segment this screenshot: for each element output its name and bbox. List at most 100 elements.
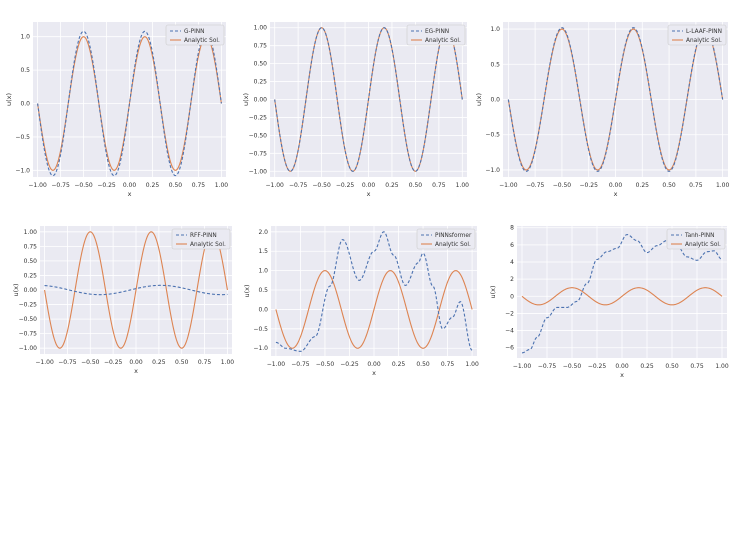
y-tick-label: 0.5	[258, 287, 268, 294]
y-tick-label: −0.25	[249, 114, 268, 121]
legend-entry-label: Tanh-PINN	[684, 233, 714, 239]
legend: L-LAAF-PINN Analytic Sol.	[667, 24, 727, 46]
y-tick-label: −2	[505, 310, 514, 317]
x-tick-label: −0.25	[340, 361, 359, 368]
y-tick-label: −4	[505, 328, 514, 335]
y-tick-label: −0.50	[19, 316, 38, 323]
x-tick-label: −0.25	[336, 182, 355, 189]
subplot-6: −1.00 −0.75 −0.50 −0.25 0.00 0.25 0.50 0.75 1.00…	[489, 225, 729, 379]
x-tick-label: 0.00	[615, 363, 629, 370]
x-axis-label: x	[367, 190, 371, 198]
y-tick-label: 0.00	[24, 287, 38, 294]
legend-entry-label: RFF-PINN	[190, 233, 217, 239]
series-line-model	[521, 234, 723, 354]
x-tick-label: −0.75	[526, 182, 545, 189]
y-tick-label: 1.0	[258, 268, 268, 275]
y-tick-label: 1.0	[20, 34, 30, 41]
y-tick-label: −1.00	[249, 168, 268, 175]
legend-entry-label: Analytic Sol.	[435, 242, 471, 248]
legend-entry-label: Analytic Sol.	[425, 38, 461, 44]
legend: G-PINN Analytic Sol.	[165, 24, 225, 46]
x-tick-label: 1.00	[456, 182, 470, 189]
x-tick-label: −0.25	[588, 363, 607, 370]
y-tick-label: 1.5	[258, 248, 268, 255]
y-tick-label: 0.50	[254, 61, 268, 68]
series-line-analytic	[275, 270, 473, 349]
x-tick-label: 0.25	[385, 182, 399, 189]
x-tick-label: 0.75	[441, 361, 455, 368]
subplot-5: −1.00 −0.75 −0.50 −0.25 0.00 0.25 0.50 0.75 1.00…	[243, 226, 479, 377]
y-axis-label: u(x)	[489, 285, 497, 298]
x-tick-label: 1.00	[715, 363, 729, 370]
y-axis-label: u(x)	[242, 93, 250, 106]
x-tick-label: 1.00	[716, 182, 730, 189]
y-tick-label: 6	[510, 242, 514, 249]
y-tick-label: −6	[505, 345, 514, 352]
x-tick-label: 0.00	[362, 182, 376, 189]
subplot-4: −1.00 −0.75 −0.50 −0.25 0.00 0.25 0.50 0.75 1.00…	[12, 226, 234, 375]
x-tick-label: 0.25	[640, 363, 654, 370]
legend-entry-label: Analytic Sol.	[685, 242, 721, 248]
y-tick-label: 0.0	[20, 101, 30, 108]
series-line-model	[507, 27, 724, 172]
x-tick-label: −0.75	[58, 359, 77, 366]
y-tick-label: −0.75	[19, 331, 38, 338]
y-tick-label: 0.0	[258, 306, 268, 313]
x-tick-label: −1.00	[513, 363, 532, 370]
x-tick-label: −1.00	[265, 182, 284, 189]
x-tick-label: 0.50	[409, 182, 423, 189]
x-tick-label: −1.00	[35, 359, 54, 366]
x-axis-label: x	[620, 371, 624, 379]
x-tick-label: 0.00	[123, 182, 137, 189]
y-tick-label: −0.50	[249, 132, 268, 139]
y-tick-label: −0.5	[485, 132, 500, 139]
y-axis-label: u(x)	[12, 283, 20, 296]
x-tick-label: −1.00	[499, 182, 518, 189]
x-tick-label: −0.75	[538, 363, 557, 370]
x-tick-label: −0.50	[316, 361, 335, 368]
legend-entry-label: PINNsformer	[435, 233, 472, 239]
x-tick-label: 0.00	[609, 182, 623, 189]
x-tick-label: 0.75	[689, 182, 703, 189]
x-tick-label: −0.25	[580, 182, 599, 189]
series-line-analytic	[44, 231, 228, 349]
x-tick-label: 0.75	[192, 182, 206, 189]
x-tick-label: 0.50	[175, 359, 189, 366]
x-tick-label: −1.00	[267, 361, 286, 368]
x-tick-label: −0.25	[97, 182, 116, 189]
x-tick-label: 0.75	[690, 363, 704, 370]
y-tick-label: 1.00	[24, 229, 38, 236]
y-tick-label: 4	[510, 259, 514, 266]
y-tick-label: −0.75	[249, 150, 268, 157]
x-tick-label: −0.75	[291, 361, 310, 368]
x-tick-label: 0.25	[636, 182, 650, 189]
y-tick-label: 0.5	[20, 67, 30, 74]
x-tick-label: 1.00	[465, 361, 479, 368]
y-tick-label: 0.50	[24, 258, 38, 265]
y-tick-label: 0.75	[24, 243, 38, 250]
series-line-model	[37, 30, 222, 177]
subplot-1: −1.00 −0.75 −0.50 −0.25 0.00 0.25 0.50 0.75 1.00…	[5, 22, 228, 198]
y-tick-label: −1.0	[485, 167, 500, 174]
x-tick-label: 0.00	[129, 359, 143, 366]
x-tick-label: −0.50	[312, 182, 331, 189]
y-axis-label: u(x)	[475, 93, 483, 106]
legend: EG-PINN Analytic Sol.	[406, 24, 466, 46]
y-tick-label: 1.0	[490, 26, 500, 33]
y-axis-label: u(x)	[243, 284, 251, 297]
y-tick-label: 0.75	[254, 43, 268, 50]
x-axis-label: x	[614, 190, 618, 198]
x-tick-label: 0.50	[416, 361, 430, 368]
x-tick-label: −0.75	[289, 182, 308, 189]
y-tick-label: 1.00	[254, 25, 268, 32]
x-tick-label: 0.50	[169, 182, 183, 189]
series-line-model	[275, 231, 473, 352]
y-tick-label: 0	[510, 293, 514, 300]
y-tick-label: 0.5	[490, 61, 500, 68]
legend: PINNsformer Analytic Sol.	[416, 228, 476, 250]
x-axis-label: x	[372, 369, 376, 377]
y-tick-label: 0.25	[24, 272, 38, 279]
x-tick-label: 0.75	[432, 182, 446, 189]
x-tick-label: 0.25	[146, 182, 160, 189]
series-line-analytic	[521, 287, 723, 306]
